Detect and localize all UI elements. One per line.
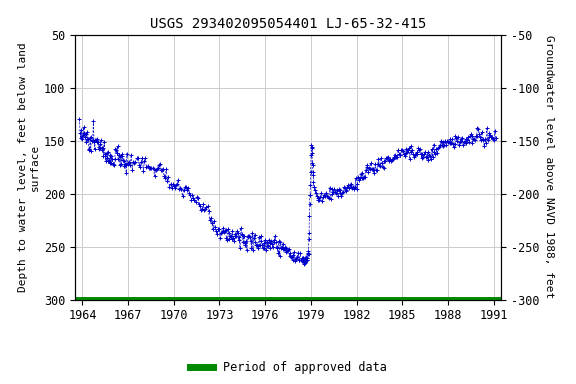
Legend: Period of approved data: Period of approved data xyxy=(185,356,391,378)
Y-axis label: Groundwater level above NAVD 1988, feet: Groundwater level above NAVD 1988, feet xyxy=(544,35,554,299)
Y-axis label: Depth to water level, feet below land
surface: Depth to water level, feet below land su… xyxy=(18,42,40,292)
Title: USGS 293402095054401 LJ-65-32-415: USGS 293402095054401 LJ-65-32-415 xyxy=(150,17,426,31)
